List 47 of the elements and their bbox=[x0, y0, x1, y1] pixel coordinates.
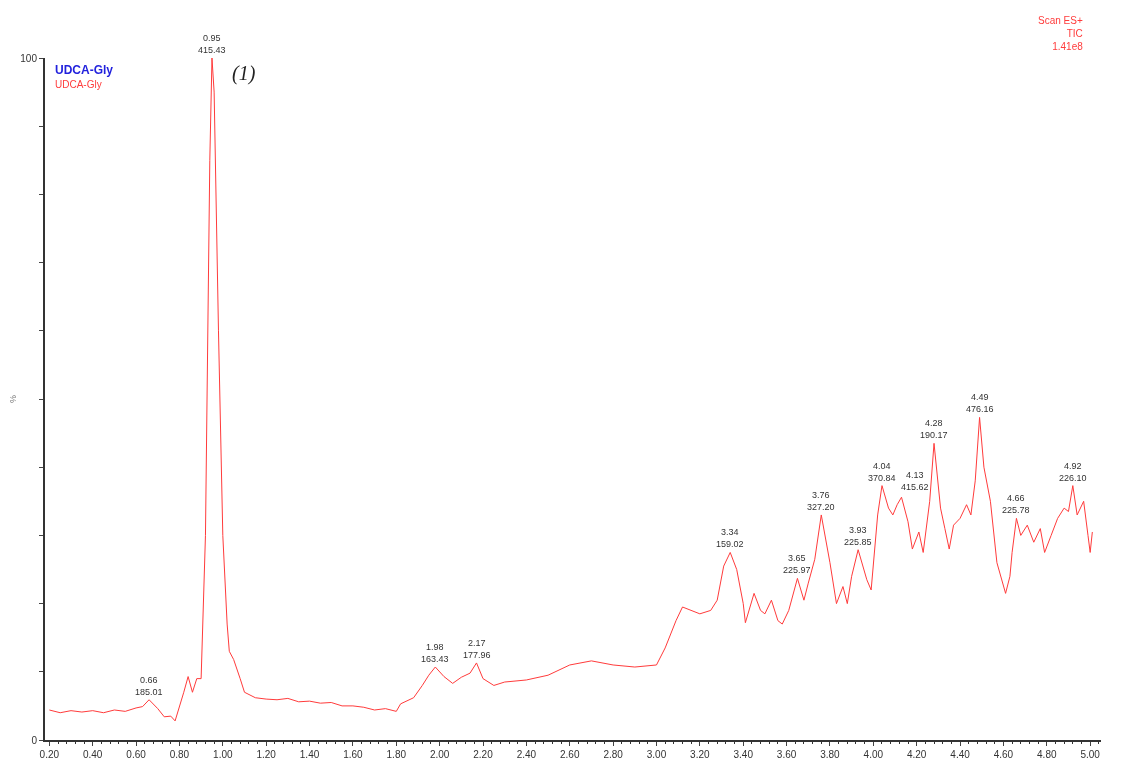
y-tick-label: 100 bbox=[20, 52, 38, 64]
x-tick-label: 1.40 bbox=[299, 749, 320, 760]
x-tick-label: 2.60 bbox=[560, 749, 580, 760]
x-tick-label: 2.80 bbox=[603, 749, 624, 760]
annotation: (1) bbox=[232, 62, 256, 85]
x-tick-label: 4.60 bbox=[993, 749, 1014, 760]
x-tick-label: 3.20 bbox=[690, 749, 711, 760]
line-series bbox=[48, 58, 1093, 722]
x-tick-label: 4.00 bbox=[863, 749, 884, 760]
x-tick-label: 1.00 bbox=[213, 749, 233, 760]
x-tick-label: 0.40 bbox=[82, 749, 103, 760]
annotation: 3.93 225.85 bbox=[844, 525, 872, 547]
annotation: 4.04 370.84 bbox=[868, 461, 896, 483]
annotation: 4.66 225.78 bbox=[1002, 493, 1030, 515]
annotation: 4.92 226.10 bbox=[1059, 461, 1087, 483]
x-tick-label: 1.20 bbox=[256, 749, 277, 760]
annotation: 0.66 185.01 bbox=[135, 675, 163, 697]
annotation: 2.17 177.96 bbox=[463, 638, 491, 660]
annotation: 0.95 415.43 bbox=[198, 33, 226, 55]
annotation: 1.98 163.43 bbox=[421, 642, 449, 664]
x-tick-label: 1.80 bbox=[386, 749, 407, 760]
y-axis-title: % bbox=[8, 394, 19, 404]
annotation: 4.13 415.62 bbox=[901, 470, 929, 492]
x-tick-label: 3.60 bbox=[776, 749, 797, 760]
annotation: 4.28 190.17 bbox=[920, 418, 948, 440]
x-tick-label: 2.40 bbox=[516, 749, 537, 760]
chart-title: UDCA-Gly bbox=[55, 63, 114, 77]
x-tick-label: 0.80 bbox=[169, 749, 190, 760]
x-tick-label: 3.40 bbox=[733, 749, 754, 760]
y-tick-label: 0 bbox=[31, 734, 38, 746]
annotation: 3.34 159.02 bbox=[716, 527, 744, 549]
annotation: 3.65 225.97 bbox=[783, 553, 811, 575]
annotation: 4.49 476.16 bbox=[966, 392, 994, 414]
x-tick-label: 2.20 bbox=[473, 749, 494, 760]
x-tick-label: 1.60 bbox=[343, 749, 364, 760]
text: Scan ES+ TIC 1.41e8 bbox=[1038, 15, 1084, 52]
text: UDCA-Gly bbox=[55, 79, 102, 90]
x-tick-label: 2.00 bbox=[429, 749, 450, 760]
annotation: 3.76 327.20 bbox=[807, 490, 835, 512]
x-tick-label: 3.00 bbox=[646, 749, 667, 760]
x-tick-label: 3.80 bbox=[820, 749, 841, 760]
x-tick-label: 4.40 bbox=[950, 749, 971, 760]
x-tick-label: 4.80 bbox=[1037, 749, 1057, 760]
x-tick-label: 0.60 bbox=[126, 749, 147, 760]
x-tick-label: 4.20 bbox=[906, 749, 927, 760]
x-tick-label: 0.20 bbox=[39, 749, 60, 760]
x-tick-label: 5.00 bbox=[1080, 749, 1101, 760]
